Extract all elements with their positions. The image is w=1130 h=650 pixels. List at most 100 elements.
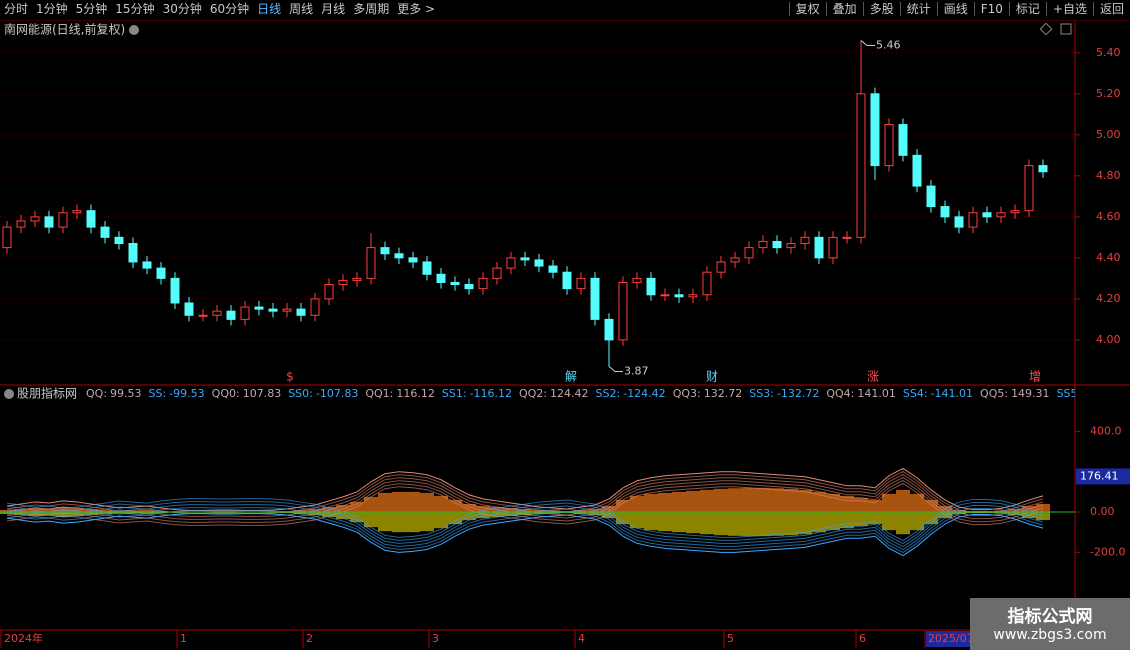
candle-body	[898, 124, 908, 156]
toolbar-button[interactable]: 15分钟	[115, 2, 155, 16]
menu-icon[interactable]	[129, 25, 139, 35]
indicator-bar	[420, 492, 434, 513]
indicator-line	[6, 513, 1044, 557]
indicator-bar	[434, 512, 448, 529]
indicator-bar	[434, 495, 448, 513]
indicator-bar	[602, 512, 616, 519]
y-tick-label: 5.40	[1096, 46, 1121, 59]
indicator-bar	[840, 495, 854, 513]
toolbar-button[interactable]: 多股	[862, 2, 900, 16]
toolbar-button[interactable]: 月线	[321, 2, 346, 16]
indicator-bar	[42, 512, 56, 516]
candle-body	[842, 236, 852, 239]
candle-body	[716, 261, 726, 273]
toolbar-button[interactable]: 5分钟	[75, 2, 108, 16]
candle-body	[184, 302, 194, 316]
candle-body	[856, 93, 866, 238]
indicator-bar	[392, 512, 406, 533]
indicator-bar	[658, 492, 672, 513]
indicator-bar	[84, 512, 98, 516]
candle-body	[940, 206, 950, 218]
y-tick-label: -200.0	[1090, 545, 1125, 558]
icon[interactable]	[1039, 22, 1053, 36]
legend-value: -141.01	[931, 387, 973, 400]
candle-body	[590, 277, 600, 320]
candle-body	[702, 271, 712, 296]
candle-body	[730, 257, 740, 263]
indicator-bar	[770, 488, 784, 513]
legend-value: 107.83	[243, 387, 282, 400]
indicator-bar	[420, 512, 434, 532]
legend-value: 149.31	[1011, 387, 1050, 400]
candle-body	[982, 212, 992, 218]
legend-name: QQ0:	[212, 387, 240, 400]
indicator-bar	[742, 487, 756, 513]
candle-body	[632, 277, 642, 283]
candle-body	[212, 310, 222, 316]
indicator-bar	[644, 512, 658, 531]
candle-body	[884, 124, 894, 167]
toolbar-button[interactable]: 多周期	[353, 2, 390, 16]
last-value-box	[1076, 468, 1130, 485]
indicator-bar	[616, 499, 630, 513]
candle-body	[254, 306, 264, 310]
toolbar-button[interactable]: 画线	[936, 2, 974, 16]
toolbar-button[interactable]: 1分钟	[36, 2, 68, 16]
toolbar-button[interactable]: +自选	[1045, 2, 1093, 16]
indicator-bar	[630, 512, 644, 529]
toolbar-button[interactable]: 日线	[257, 2, 282, 16]
candle-body	[646, 277, 656, 296]
toolbar-button[interactable]: 复权	[788, 2, 826, 16]
y-tick-label: 5.20	[1096, 87, 1121, 100]
toolbar-button[interactable]: 60分钟	[209, 2, 250, 16]
indicator-bar	[770, 512, 784, 536]
indicator-bar	[784, 512, 798, 536]
annotation: 3.87	[624, 365, 649, 378]
icon[interactable]	[1060, 23, 1072, 35]
toolbar-button[interactable]: 叠加	[825, 2, 863, 16]
indicator-bar	[840, 512, 854, 529]
indicator-bar	[756, 512, 770, 537]
indicator-bar	[882, 512, 896, 531]
candle-body	[660, 294, 670, 297]
toolbar-button[interactable]: 统计	[899, 2, 937, 16]
indicator-bar	[896, 512, 910, 535]
candle-body	[758, 240, 768, 249]
indicator-bar	[154, 512, 168, 514]
toolbar-button[interactable]: 返回	[1092, 2, 1130, 16]
legend-name: SS4:	[903, 387, 928, 400]
indicator-bar	[448, 512, 462, 525]
candle-body	[772, 240, 782, 249]
x-tick-label: 2024年	[4, 631, 43, 645]
candle-body	[338, 279, 348, 286]
indicator-line	[6, 467, 1044, 511]
toolbar-button[interactable]: 30分钟	[162, 2, 202, 16]
candle-body	[394, 253, 404, 259]
toolbar-button[interactable]: F10	[973, 2, 1009, 16]
indicator-bar	[378, 492, 392, 513]
indicator-bar	[476, 512, 490, 519]
toolbar-button[interactable]: 周线	[289, 2, 314, 16]
indicator-bar	[0, 512, 14, 515]
indicator-line	[6, 498, 1044, 542]
candle-body	[128, 243, 138, 263]
indicator-bar	[854, 512, 868, 527]
candle-body	[30, 216, 40, 222]
indicator-bar	[154, 511, 168, 513]
candle-body	[520, 257, 530, 261]
candle-body	[2, 226, 12, 249]
indicator-bar	[910, 493, 924, 513]
y-tick-label: 400.0	[1090, 424, 1122, 437]
indicator-bar	[798, 489, 812, 513]
legend-value: -116.12	[470, 387, 512, 400]
toolbar-button[interactable]: 标记	[1008, 2, 1046, 16]
indicator-bar	[868, 499, 882, 513]
candle-body	[170, 277, 180, 304]
candle-body	[226, 310, 236, 320]
toolbar-button[interactable]: 更多 >	[397, 2, 436, 16]
candle-body	[422, 261, 432, 275]
menu-icon[interactable]	[4, 389, 14, 399]
indicator-bar	[616, 512, 630, 525]
toolbar-button[interactable]: 分时	[4, 2, 29, 16]
